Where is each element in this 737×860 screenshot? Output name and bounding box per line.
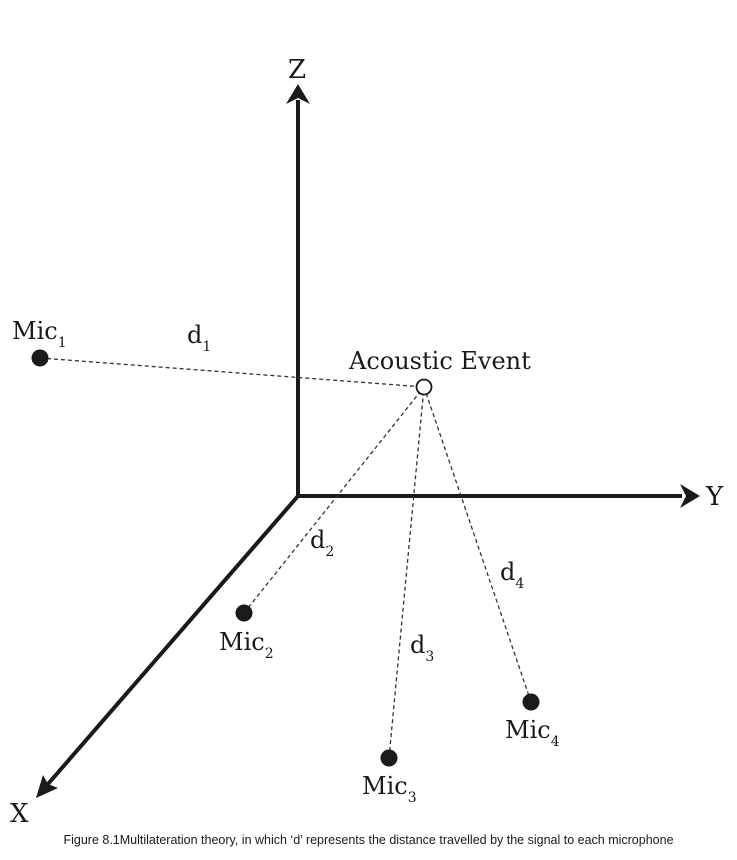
mic-3-subscript: 3 (408, 790, 417, 806)
mic-3-label: Mic3 (362, 772, 417, 806)
d3-label: d3 (410, 631, 434, 665)
mic-2-subscript: 2 (265, 646, 274, 662)
axes (36, 84, 700, 798)
distance-line-3 (388, 386, 425, 759)
mic-4-point (522, 693, 540, 711)
acoustic-event-label: Acoustic Event (348, 347, 531, 375)
d1-label: d1 (187, 321, 211, 355)
d3-subscript: 3 (425, 649, 434, 665)
d1-name: d (187, 321, 202, 349)
y-axis-arrowhead (680, 484, 700, 508)
mic-1-label: Mic1 (12, 317, 67, 351)
distance-line-1 (39, 357, 425, 388)
z-axis-arrowhead (286, 84, 310, 104)
d2-label: d2 (310, 526, 334, 560)
d3-name: d (410, 631, 425, 659)
mic-2-label: Mic2 (219, 628, 274, 662)
d4-subscript: 4 (515, 576, 524, 592)
mic-2-point (235, 604, 253, 622)
mic-2-name: Mic (219, 628, 265, 656)
d4-label: d4 (500, 558, 524, 592)
mic-3-name: Mic (362, 772, 408, 800)
d1-subscript: 1 (202, 339, 211, 355)
mic-1-subscript: 1 (58, 335, 67, 351)
x-axis-arrowhead (36, 775, 58, 798)
mic-1-name: Mic (12, 317, 58, 345)
figure-caption: Figure 8.1Multilateration theory, in whi… (63, 833, 674, 847)
distance-line-2 (243, 386, 425, 614)
mic-4-label: Mic4 (505, 716, 560, 750)
d2-name: d (310, 526, 325, 554)
mic-4-name: Mic (505, 716, 551, 744)
acoustic-event-point (415, 378, 433, 396)
distance-lines (39, 357, 532, 759)
y-axis-label: Y (705, 482, 724, 512)
d4-name: d (500, 558, 515, 586)
mic-4-subscript: 4 (551, 734, 560, 750)
d2-subscript: 2 (325, 544, 334, 560)
distance-line-4 (423, 386, 532, 703)
x-axis-label: X (10, 799, 29, 829)
z-axis-label: Z (288, 55, 306, 85)
mic-1-point (31, 349, 49, 367)
mic-3-point (380, 749, 398, 767)
x-axis (46, 494, 300, 786)
